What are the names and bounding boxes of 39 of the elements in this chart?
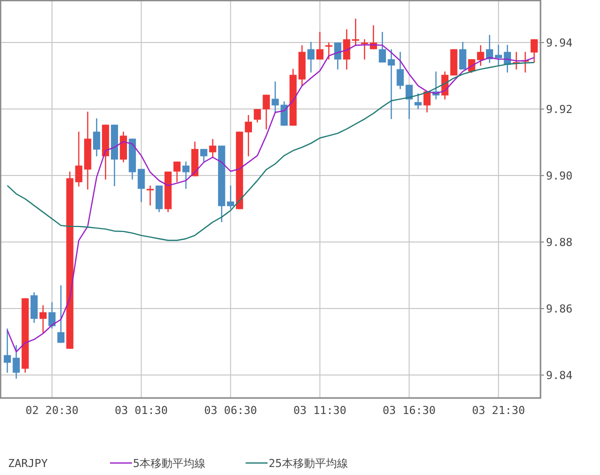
legend-label: 5本移動平均線 (133, 457, 206, 470)
candlestick (173, 160, 181, 183)
y-tick-label: 9.94 (546, 36, 573, 50)
candlestick (57, 284, 64, 344)
x-tick-label: 03 11:30 (293, 404, 346, 417)
candlestick (244, 114, 252, 157)
text: ZARJPY (8, 457, 48, 470)
candlestick (30, 292, 38, 324)
legend-label: 25本移動平均線 (268, 457, 348, 470)
y-tick-label: 9.88 (546, 236, 572, 250)
candlestick (316, 31, 324, 60)
candlestick (343, 28, 350, 70)
candlestick (93, 118, 100, 157)
y-tick-label: 9.84 (546, 369, 573, 382)
candlestick (360, 38, 368, 60)
candlestick (209, 138, 216, 158)
x-tick-label: 03 16:30 (382, 404, 436, 417)
y-tick-label: 9.92 (546, 103, 572, 116)
candlestick (414, 92, 422, 110)
candlestick (352, 18, 360, 46)
x-tick-label: 03 21:30 (472, 404, 525, 417)
candlestick (200, 148, 208, 162)
x-tick-label: 03 06:30 (204, 404, 258, 417)
candlestick (227, 184, 234, 210)
candlestick (334, 42, 342, 70)
candlestick (182, 160, 190, 190)
candlestick (156, 184, 163, 213)
candlestick (39, 304, 47, 334)
candlestick (146, 184, 154, 206)
candlestick (530, 38, 538, 64)
candlestick (325, 42, 332, 60)
x-tick-label: 02 20:30 (25, 404, 78, 417)
x-tick-label: 03 01:30 (114, 404, 168, 417)
y-tick-label: 9.86 (546, 302, 572, 316)
candlestick (120, 131, 127, 163)
candlestick (459, 41, 466, 70)
candlestick (307, 41, 315, 74)
candlestick (48, 302, 56, 330)
y-tick-label: 9.90 (546, 170, 572, 183)
